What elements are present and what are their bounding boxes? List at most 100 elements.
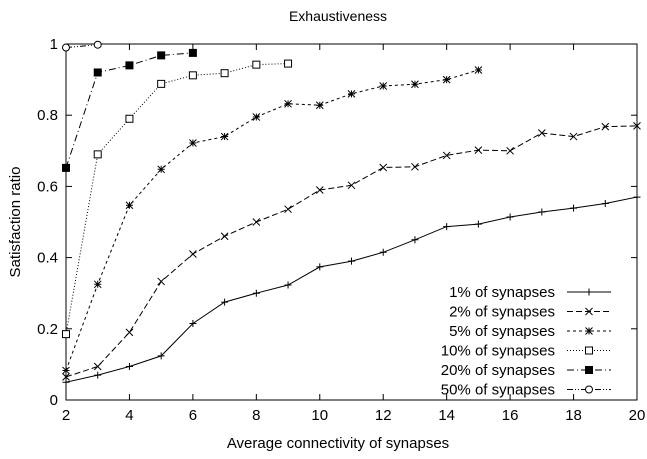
x-tick-label: 6 [189,407,197,424]
data-point [93,68,102,77]
data-point [62,373,70,381]
data-point [62,163,70,172]
x-axis-label: Average connectivity of synapses [227,435,449,452]
data-point [601,122,610,131]
series-6 [62,40,102,52]
series-line [65,52,193,169]
data-point [411,162,419,171]
x-tick-label: 2 [62,407,70,424]
data-point [125,61,134,70]
data-point [284,281,292,289]
data-point [379,248,387,256]
legend-marker [585,346,593,355]
series-4 [62,59,293,339]
data-point [569,132,578,141]
series-line [65,44,98,49]
data-point [62,43,70,52]
series-1 [62,193,641,386]
data-point [221,298,229,306]
data-point [315,186,324,194]
legend-marker [585,307,593,316]
series-3 [62,66,483,375]
data-point [93,150,102,159]
data-point [347,89,356,98]
series-5 [62,48,197,172]
data-point [188,71,197,80]
data-point [537,129,546,137]
data-point [220,132,229,141]
series-layer [62,40,641,386]
legend-entry: 2% of synapses [449,304,611,321]
data-point [157,352,165,360]
data-point [284,59,293,68]
data-point [189,139,197,147]
axis-ticks: 2 4 6 8 10 12 14 16 18 20 0 0.2 0.4 0.6 0.8 1 [37,36,645,424]
legend-entry: 10% of synapses [441,343,611,360]
data-point [62,330,70,339]
data-point [252,113,261,121]
legend-label: 1% of synapses [449,284,555,301]
x-tick-label: 4 [125,407,133,424]
data-point [93,40,102,49]
data-point [538,208,546,216]
data-point [93,280,102,289]
data-point [220,232,229,241]
data-point [442,75,451,84]
y-axis-label: Satisfaction ratio [7,167,24,278]
data-point [252,218,261,226]
legend-marker [585,385,593,394]
data-point [93,362,102,371]
x-tick-label: 10 [311,407,328,424]
y-tick-label: 0.4 [37,250,58,267]
x-tick-label: 12 [375,407,392,424]
data-point [379,82,388,90]
legend-label: 5% of synapses [449,323,555,340]
data-point [316,263,324,271]
legend-entry: 50% of synapses [441,382,611,399]
data-point [157,277,166,286]
x-tick-label: 18 [565,407,582,424]
data-point [62,378,70,386]
data-point [284,205,292,214]
data-point [601,199,609,207]
legend-entry: 20% of synapses [441,362,611,379]
data-point [348,257,355,265]
data-point [379,163,388,172]
y-tick-label: 0.6 [37,178,58,195]
legend-label: 10% of synapses [441,343,555,360]
x-tick-label: 16 [502,407,519,424]
data-point [474,66,483,74]
data-point [474,146,483,154]
y-tick-label: 0.2 [37,321,58,338]
data-point [252,289,260,297]
y-tick-label: 0.8 [37,107,58,124]
data-point [157,51,166,60]
data-point [220,69,229,78]
y-tick-label: 0 [50,392,58,409]
data-point [284,99,292,108]
legend-entry: 1% of synapses [449,284,611,301]
data-point [189,319,197,327]
chart-title: Exhaustiveness [289,8,387,24]
data-point [125,201,134,210]
data-point [252,60,261,69]
data-point [474,220,482,228]
data-point [506,146,514,155]
data-point [125,363,133,371]
data-point [94,371,102,379]
data-point [189,250,197,258]
data-point [157,165,166,174]
data-point [315,101,324,110]
data-point [633,193,641,201]
data-point [570,204,578,212]
data-point [411,236,419,244]
series-line [65,69,479,371]
data-point [62,366,70,375]
plot-area-frame [65,43,638,401]
legend: 1% of synapses 2% of synapses 5% of synaps… [441,284,611,399]
data-point [347,181,356,190]
series-2 [62,122,641,381]
x-tick-label: 8 [252,407,260,424]
legend-marker [585,366,593,374]
